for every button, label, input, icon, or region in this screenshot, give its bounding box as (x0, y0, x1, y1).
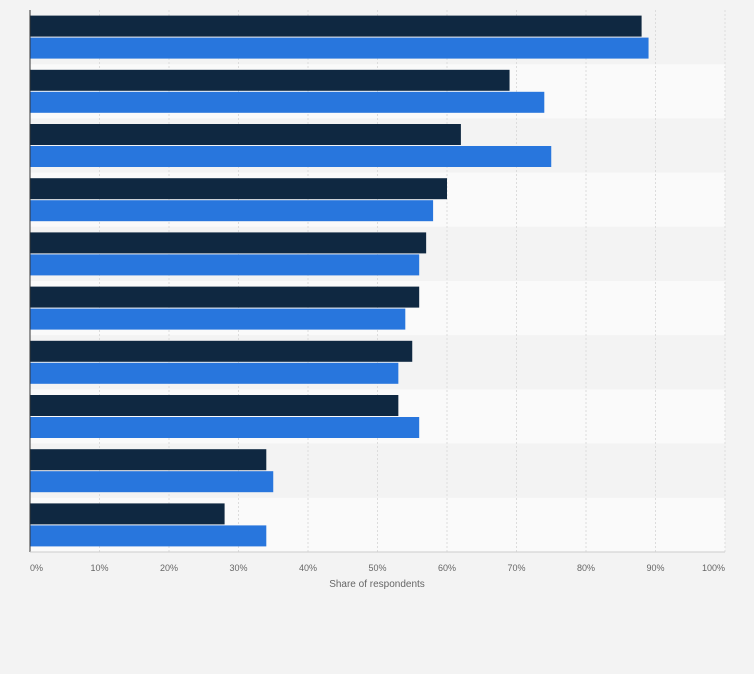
bar-2[interactable] (30, 525, 267, 547)
bar-2[interactable] (30, 254, 420, 276)
bar-1[interactable] (30, 178, 447, 200)
bar-1[interactable] (30, 449, 267, 471)
x-tick-label: 50% (368, 563, 386, 573)
bar-1[interactable] (30, 232, 427, 254)
x-tick-label: 100% (702, 563, 725, 573)
bar-1[interactable] (30, 124, 461, 145)
bar-1[interactable] (30, 69, 510, 91)
x-tick-label: 20% (160, 563, 178, 573)
bar-2[interactable] (30, 417, 420, 438)
x-tick-label: 80% (577, 563, 595, 573)
x-tick-label: 90% (646, 563, 664, 573)
bar-1[interactable] (30, 503, 225, 525)
x-tick-label: 70% (507, 563, 525, 573)
bars (30, 15, 649, 547)
bar-1[interactable] (30, 286, 420, 308)
bar-2[interactable] (30, 362, 399, 384)
x-tick-label: 10% (90, 563, 108, 573)
bar-2[interactable] (30, 200, 434, 222)
x-axis: 0% 10% 20% 30% 40% 50% 60% 70% 80% 90% 100% (29, 10, 725, 573)
bar-2[interactable] (30, 471, 274, 493)
x-axis-label: Share of respondents (329, 579, 425, 590)
bar-2[interactable] (30, 91, 545, 113)
x-tick-label: 40% (299, 563, 317, 573)
x-tick-label: 60% (438, 563, 456, 573)
bar-1[interactable] (30, 340, 413, 362)
bar-2[interactable] (30, 146, 552, 167)
bar-2[interactable] (30, 308, 406, 330)
bar-1[interactable] (30, 15, 642, 37)
bar-1[interactable] (30, 395, 399, 416)
x-tick-label: 0% (30, 563, 43, 573)
x-tick-label: 30% (229, 563, 247, 573)
bar-2[interactable] (30, 37, 649, 59)
